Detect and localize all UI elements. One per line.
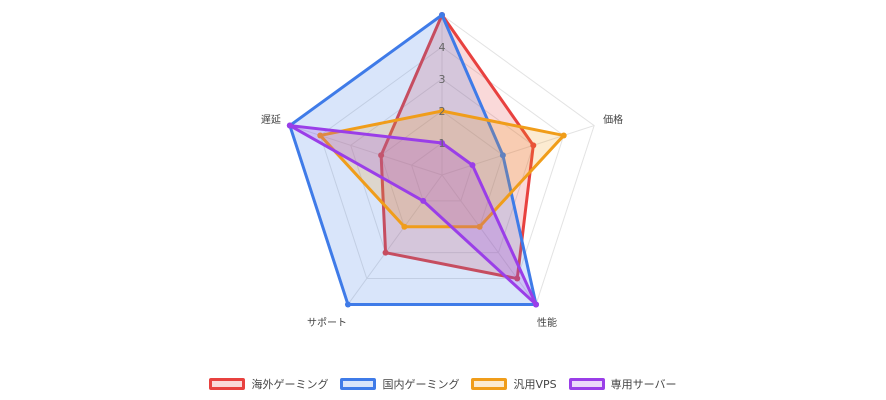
grid-spoke-5	[289, 125, 443, 176]
legend-swatch	[568, 378, 605, 390]
data-point[interactable]	[469, 162, 476, 169]
data-point[interactable]	[560, 132, 567, 139]
data-point[interactable]	[286, 122, 293, 129]
axis-label: 性能	[537, 316, 557, 329]
legend-label: 国内ゲーミング	[382, 378, 460, 391]
grid-spoke-2	[441, 125, 595, 176]
series-4	[286, 122, 540, 308]
legend-label: 海外ゲーミング	[251, 378, 329, 391]
data-point[interactable]	[382, 249, 389, 256]
data-point[interactable]	[344, 301, 351, 308]
radial-tick-label: 3	[439, 73, 446, 86]
data-point[interactable]	[378, 152, 385, 159]
axis-label: サポート	[307, 317, 347, 329]
data-point[interactable]	[317, 132, 324, 139]
legend-item[interactable]: 海外ゲーミング	[209, 376, 328, 392]
legend-item[interactable]: 専用サーバー	[568, 376, 677, 392]
data-point[interactable]	[439, 108, 445, 114]
radial-tick-label: 4	[439, 41, 446, 54]
legend-label: 汎用VPS	[513, 378, 557, 391]
data-point[interactable]	[499, 152, 506, 159]
series-2	[286, 12, 540, 308]
legend-swatch	[471, 378, 508, 390]
data-point[interactable]	[476, 223, 483, 230]
axis-label: 遅延	[261, 114, 281, 126]
legend-item[interactable]: 汎用VPS	[471, 376, 557, 392]
data-point[interactable]	[401, 223, 408, 230]
radial-tick-label: 1	[439, 137, 446, 150]
axis-label: 価格	[603, 113, 623, 126]
data-point[interactable]	[420, 197, 427, 204]
data-point[interactable]	[530, 142, 537, 149]
legend-item[interactable]: 国内ゲーミング	[340, 376, 459, 392]
grid-ring-4	[319, 46, 565, 280]
axis-labels: 設定簡単さ価格性能サポート遅延	[261, 113, 623, 329]
radar-series-layer	[286, 12, 567, 308]
grid-spoke-3	[441, 174, 537, 305]
series-area-2	[288, 13, 538, 306]
data-point[interactable]	[514, 275, 521, 282]
legend-swatch	[340, 378, 377, 390]
legend-swatch	[209, 378, 246, 390]
radial-tick-labels: 1 2 3 4	[439, 41, 446, 150]
data-point[interactable]	[533, 301, 540, 308]
radial-tick-label: 2	[439, 105, 446, 118]
series-area-4	[288, 124, 538, 306]
series-3	[317, 108, 567, 230]
legend-label: 専用サーバー	[610, 378, 677, 391]
grid-spoke-4	[347, 174, 443, 305]
data-point[interactable]	[439, 140, 445, 146]
legend: 海外ゲーミング 国内ゲーミング 汎用VPS 専用サーバー	[0, 372, 886, 396]
data-point[interactable]	[439, 12, 445, 18]
